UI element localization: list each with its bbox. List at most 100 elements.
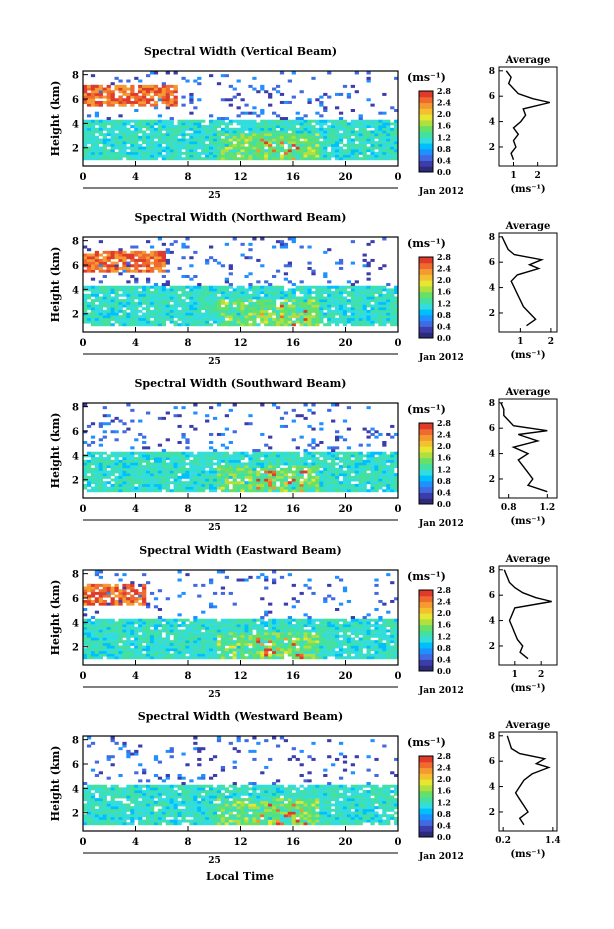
heatmap-cell: [382, 489, 387, 493]
heatmap-cell: [157, 653, 163, 657]
heatmap-cell: [232, 629, 237, 633]
heatmap-cell: [122, 653, 127, 657]
avg-x-tick-label: 0.8: [501, 503, 517, 513]
heatmap-cell: [205, 653, 210, 657]
heatmap-cell: [279, 133, 285, 137]
heatmap-cell: [272, 462, 277, 466]
heatmap-cell: [86, 119, 92, 123]
heatmap-cell: [181, 242, 186, 246]
heatmap-cell: [130, 130, 135, 134]
heatmap-cell: [331, 486, 336, 490]
heatmap-cell: [283, 301, 289, 305]
heatmap-cell: [161, 253, 166, 257]
heatmap-cell: [169, 629, 174, 633]
heatmap-cell: [130, 650, 135, 654]
heatmap-cell: [236, 459, 241, 463]
heatmap-cell: [185, 640, 190, 644]
heatmap-cell: [114, 269, 119, 273]
heatmap-cell: [165, 454, 170, 458]
heatmap-cell: [338, 312, 344, 316]
heatmap-cell: [244, 103, 249, 107]
heatmap-cell: [138, 470, 143, 474]
heatmap-cell: [122, 141, 127, 145]
heatmap-cell: [236, 475, 241, 479]
heatmap-cell: [260, 151, 265, 155]
heatmap-cell: [323, 130, 328, 134]
heatmap-cell: [90, 656, 96, 660]
heatmap-cell: [106, 127, 111, 131]
heatmap-cell: [189, 143, 194, 147]
heatmap-cell: [394, 151, 399, 155]
heatmap-cell: [146, 632, 151, 636]
average-title: Average: [505, 387, 551, 398]
heatmap-cell: [311, 76, 316, 80]
heatmap-cell: [102, 406, 107, 410]
heatmap-cell: [350, 84, 355, 88]
heatmap-cell: [185, 645, 190, 649]
heatmap-cell: [90, 323, 96, 327]
heatmap-cell: [394, 296, 399, 300]
heatmap-cell: [153, 459, 159, 463]
heatmap-cell: [102, 475, 107, 479]
heatmap-cell: [153, 253, 159, 257]
heatmap-cell: [299, 285, 304, 289]
heatmap-cell: [102, 288, 107, 292]
heatmap-cell: [173, 457, 178, 461]
heatmap-cell: [228, 151, 233, 155]
heatmap-cell: [248, 288, 253, 292]
heatmap-cell: [362, 315, 367, 319]
heatmap-cell: [94, 256, 100, 260]
heatmap-cell: [287, 489, 292, 493]
heatmap-cell: [157, 154, 163, 158]
heatmap-cell: [232, 87, 237, 91]
heatmap-cell: [90, 143, 96, 147]
heatmap-cell: [287, 307, 292, 311]
heatmap-cell: [86, 130, 92, 134]
heatmap-cell: [232, 151, 237, 155]
heatmap-cell: [366, 467, 371, 471]
heatmap-cell: [224, 632, 229, 636]
heatmap-cell: [287, 149, 292, 153]
heatmap-cell: [382, 301, 387, 305]
heatmap-cell: [83, 475, 88, 479]
heatmap-cell: [224, 315, 229, 319]
heatmap-cell: [83, 256, 88, 260]
heatmap-cell: [350, 478, 355, 482]
heatmap-cell: [197, 154, 202, 158]
heatmap-cell: [390, 475, 395, 479]
heatmap-cell: [319, 473, 324, 477]
heatmap-cell: [86, 133, 92, 137]
heatmap-cell: [201, 583, 206, 587]
heatmap-cell: [244, 320, 249, 324]
heatmap-cell: [342, 451, 348, 455]
heatmap-cell: [354, 146, 359, 150]
heatmap-cell: [181, 637, 186, 641]
heatmap-cell: [126, 489, 131, 493]
heatmap-cell: [114, 138, 119, 142]
heatmap-cell: [272, 151, 277, 155]
heatmap-cell: [114, 143, 119, 147]
heatmap-cell: [157, 253, 163, 257]
heatmap-cell: [224, 127, 229, 131]
heatmap-cell: [98, 637, 103, 641]
heatmap-cell: [122, 656, 127, 660]
heatmap-cell: [350, 146, 355, 150]
heatmap-cell: [146, 269, 151, 273]
heatmap-cell: [291, 127, 296, 131]
heatmap-cell: [142, 629, 147, 633]
heatmap-cell: [110, 133, 115, 137]
heatmap-cell: [134, 470, 139, 474]
heatmap-cell: [193, 489, 198, 493]
heatmap-cell: [350, 470, 355, 474]
heatmap-cell: [102, 489, 107, 493]
heatmap-cell: [370, 296, 375, 300]
heatmap-cell: [236, 130, 241, 134]
heatmap-cell: [173, 149, 178, 153]
heatmap-cell: [83, 483, 88, 487]
heatmap-cell: [197, 82, 202, 86]
heatmap-cell: [327, 470, 332, 474]
heatmap-cell: [138, 626, 143, 630]
heatmap-cell: [126, 653, 131, 657]
heatmap-cell: [122, 315, 127, 319]
